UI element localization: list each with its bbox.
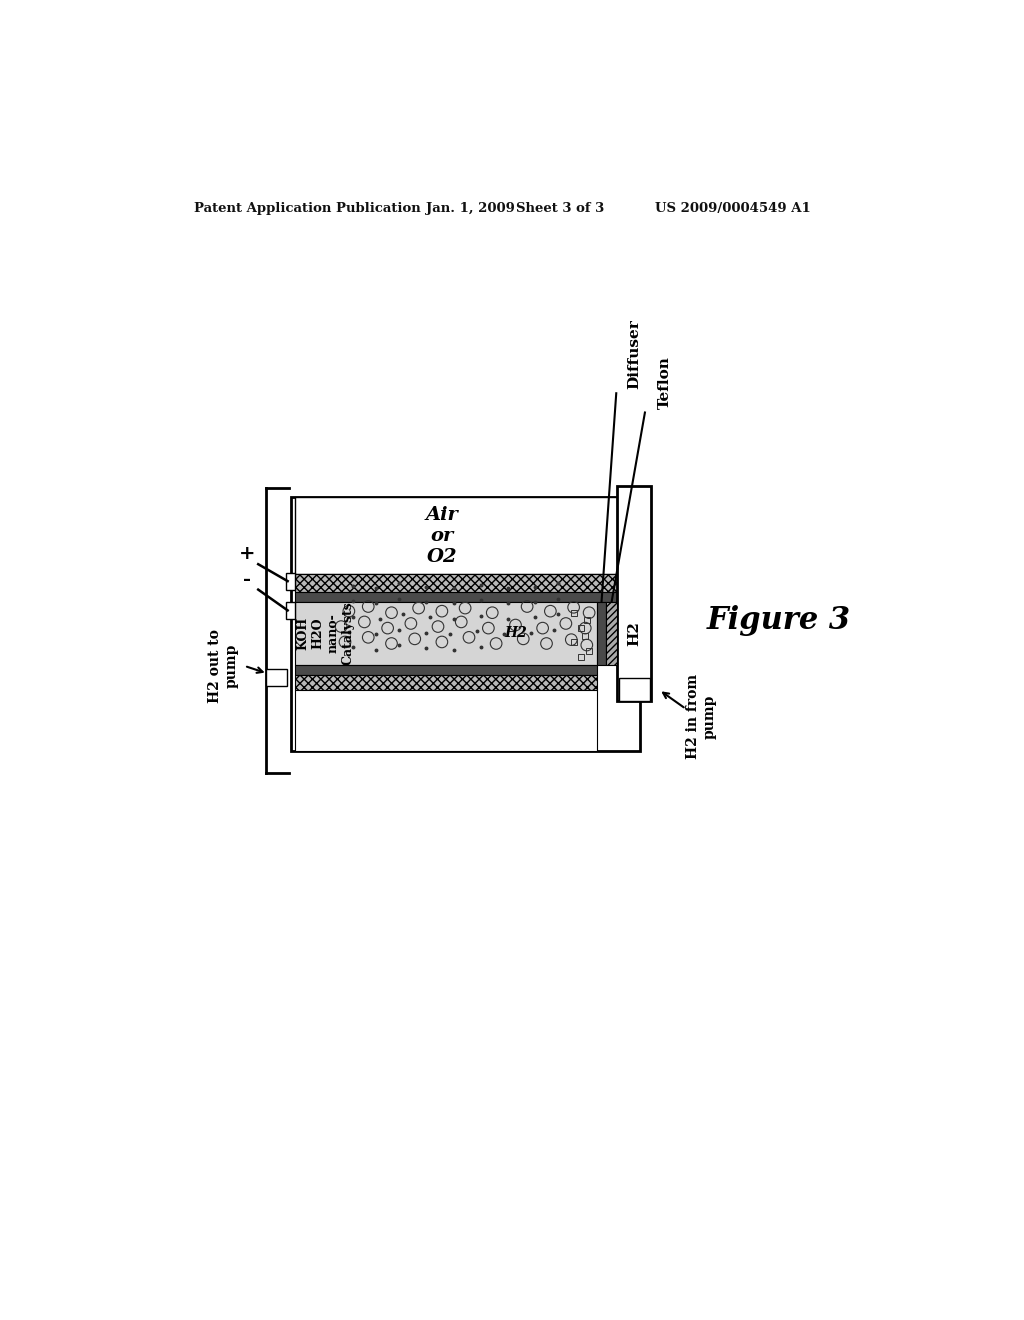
Bar (295, 574, 640, 591)
Text: Patent Application Publication: Patent Application Publication (194, 202, 421, 215)
Bar (291, 498, 640, 751)
Text: H2: H2 (627, 620, 641, 645)
Bar (586, 648, 592, 655)
Text: H2: H2 (504, 627, 527, 640)
Bar (266, 669, 287, 686)
Text: -: - (244, 570, 251, 589)
Bar (618, 678, 649, 701)
Bar (597, 602, 606, 665)
Text: Figure 3: Figure 3 (707, 605, 851, 636)
Bar (295, 689, 597, 751)
Text: H2 out to
pump: H2 out to pump (208, 628, 239, 702)
Bar (295, 665, 597, 675)
Text: US 2009/0004549 A1: US 2009/0004549 A1 (655, 202, 811, 215)
Bar (583, 632, 589, 639)
Bar (570, 610, 577, 616)
Text: H2 in from
pump: H2 in from pump (686, 675, 717, 759)
Bar (286, 602, 295, 619)
Text: +: + (239, 545, 256, 564)
Text: Diffuser: Diffuser (627, 319, 641, 389)
Text: Air
or
O2: Air or O2 (426, 506, 459, 565)
Text: Teflon: Teflon (658, 356, 672, 409)
Text: Jan. 1, 2009: Jan. 1, 2009 (426, 202, 515, 215)
Text: Sheet 3 of 3: Sheet 3 of 3 (515, 202, 604, 215)
Bar (295, 602, 597, 665)
Bar (579, 655, 585, 660)
Bar (295, 498, 640, 574)
Text: KOH
H2O
nano-
Catalysts: KOH H2O nano- Catalysts (297, 602, 354, 665)
Bar (295, 591, 640, 602)
Bar (617, 486, 651, 701)
Bar (286, 573, 295, 590)
Bar (579, 626, 585, 631)
Bar (584, 618, 590, 623)
Bar (570, 639, 577, 645)
Bar (295, 675, 597, 689)
Bar (606, 602, 617, 665)
